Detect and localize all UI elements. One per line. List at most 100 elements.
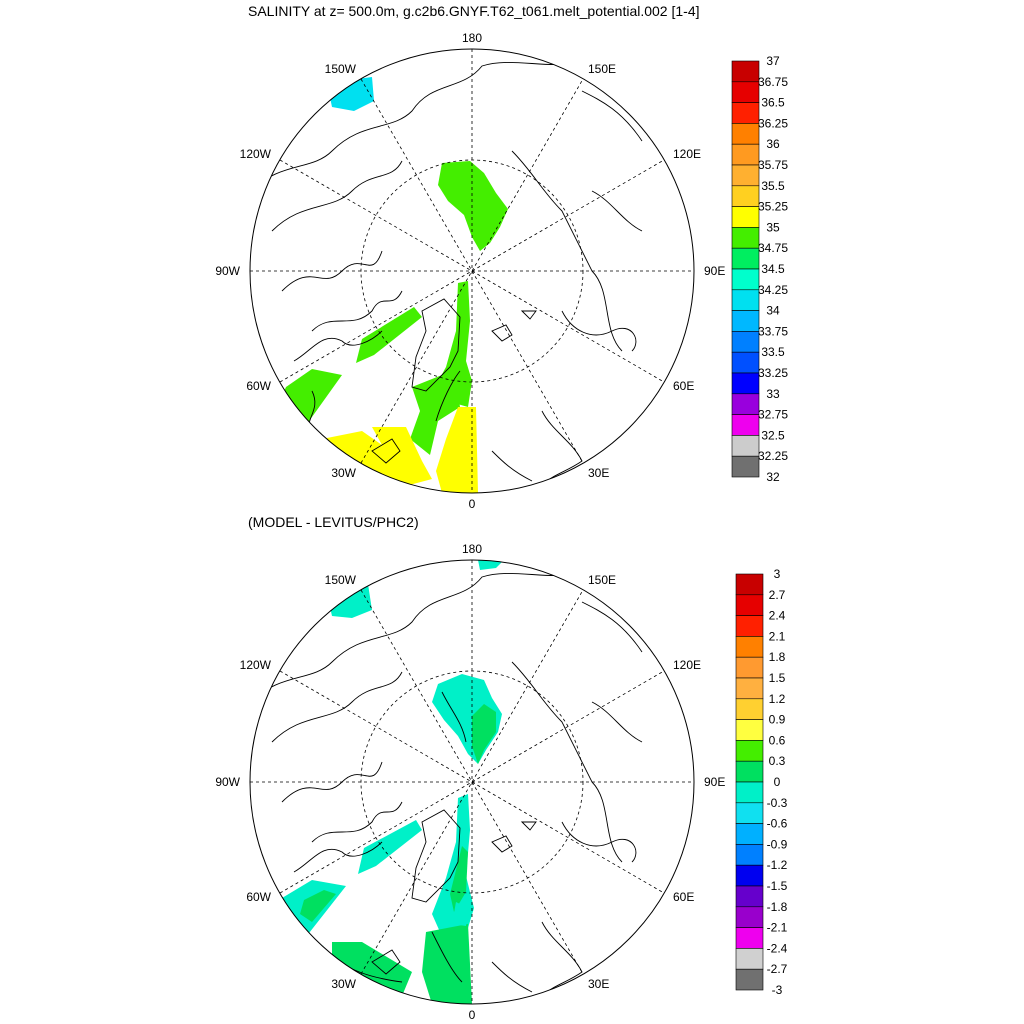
coastlines [250,571,643,997]
greenland-sea-patch [454,361,472,407]
lon-label-30e: 30E [588,466,609,480]
graticule [250,560,694,1004]
lon-label-top: 180 [462,542,482,556]
longitude-labels: 180 0 90W 90E 150W 120W 150E 120E 60W 30… [215,31,725,511]
lon-label-30w: 30W [331,466,356,480]
labrador-sea-core [300,890,336,922]
colorbar-label: 32.25 [758,449,788,463]
colorbar-swatch [731,351,760,374]
colorbar-label: -1.5 [767,879,788,893]
lon-label-60e: 60E [673,379,694,393]
lon-label-150e: 150E [588,62,616,76]
colorbar-swatch [735,802,764,824]
colorbar-label: 2.4 [769,609,786,623]
colorbar-swatch [731,227,760,249]
colorbar-swatch [731,268,760,291]
colorbar-label: 32 [766,470,780,484]
colorbar-label: 32.75 [758,408,788,422]
colorbar-label: 2.1 [769,629,786,643]
colorbar-label: -3 [772,983,783,997]
lon-label-bottom: 0 [469,1008,476,1022]
colorbar-label: 1.2 [769,692,786,706]
lon-label-30e: 30E [588,977,609,991]
longitude-labels: 180 0 90W 90E 150W 120W 150E 120E 60W 30… [215,542,725,1022]
lon-label-150e: 150E [588,573,616,587]
colorbar-swatch [735,698,764,720]
colorbar-label: 36.25 [758,116,788,130]
colorbar-swatch [731,164,760,187]
lon-label-right: 90E [704,264,725,278]
lon-label-top: 180 [462,31,482,45]
colorbar-label: 36 [766,137,780,151]
colorbar-label: -2.4 [767,941,788,955]
colorbar-swatch [731,102,760,124]
colorbar-swatch [735,948,764,970]
colorbar-label: 35.75 [758,158,788,172]
lon-label-60w: 60W [246,379,271,393]
map-boundary [249,559,695,1005]
panel-title: SALINITY at z= 500.0m, g.c2b6.GNYF.T62_t… [248,3,700,19]
colorbar-swatch [735,927,764,949]
colorbar-label: 36.5 [761,96,785,110]
colorbar-swatch [735,906,764,928]
lon-label-30w: 30W [331,977,356,991]
colorbar-label: 34 [766,304,780,318]
colorbar-swatch [735,719,764,741]
lon-label-60w: 60W [246,890,271,904]
colorbar-swatch [731,455,760,478]
lon-label-150w: 150W [325,62,357,76]
colorbar-swatch [735,636,764,658]
colorbar-swatch [735,823,764,845]
bering-strait-patch [478,560,502,570]
colorbar-swatch [735,573,764,596]
colorbar-label: -2.7 [767,962,788,976]
colorbar-label: 34.5 [761,262,785,276]
colorbar-swatch [731,247,760,270]
colorbar-label: -1.2 [767,858,788,872]
colorbar-swatch [731,289,760,311]
colorbar-swatch [735,781,764,804]
colorbar-label: 37 [766,54,780,68]
fram-strait-tongue [432,794,474,932]
colorbar-swatch [735,677,764,700]
colorbar-label: 35.25 [758,200,788,214]
colorbar-swatch [731,185,760,207]
colorbar-swatch [735,968,764,991]
colorbar-label: 33.75 [758,324,788,338]
norwegian-sea-patch [422,924,472,1004]
canada-basin-core [472,704,496,764]
colorbar-label: 34.25 [758,283,788,297]
panel-title: (MODEL - LEVITUS/PHC2) [248,514,419,530]
colorbar-label: -0.9 [767,837,788,851]
colorbar-swatch [731,310,760,332]
colorbar-label: 3 [774,567,781,581]
lon-label-bottom: 0 [469,497,476,511]
colorbar-swatch [735,656,764,679]
colorbar-swatch [735,594,764,616]
colorbar-label: -0.3 [767,796,788,810]
colorbar-swatch [735,885,764,908]
lon-label-120e: 120E [673,658,701,672]
colorbar-swatch [731,414,760,436]
graticule [250,49,694,493]
colorbar-label: 33.5 [761,345,785,359]
baffin-bay-strip [358,820,422,874]
colorbar-swatch [731,435,760,457]
colorbar-label: -0.6 [767,817,788,831]
canada-basin-patch [438,161,508,251]
colorbar-label: 1.5 [769,671,786,685]
lon-label-120w: 120W [240,658,272,672]
colorbar-label: 0.6 [769,733,786,747]
greenland-sea-patch [452,902,468,926]
north-pacific-patch [327,77,374,111]
lon-label-60e: 60E [673,890,694,904]
colorbar-label: 0 [774,775,781,789]
colorbar-label: 1.8 [769,650,786,664]
norwegian-sea-patch [436,407,478,493]
lon-label-left: 90W [215,264,240,278]
colorbar-label: 36.75 [758,75,788,89]
lon-label-120w: 120W [240,147,272,161]
colorbar-swatch [735,740,764,762]
colorbar-label: 0.3 [769,754,786,768]
colorbar-label: 2.7 [769,588,786,602]
